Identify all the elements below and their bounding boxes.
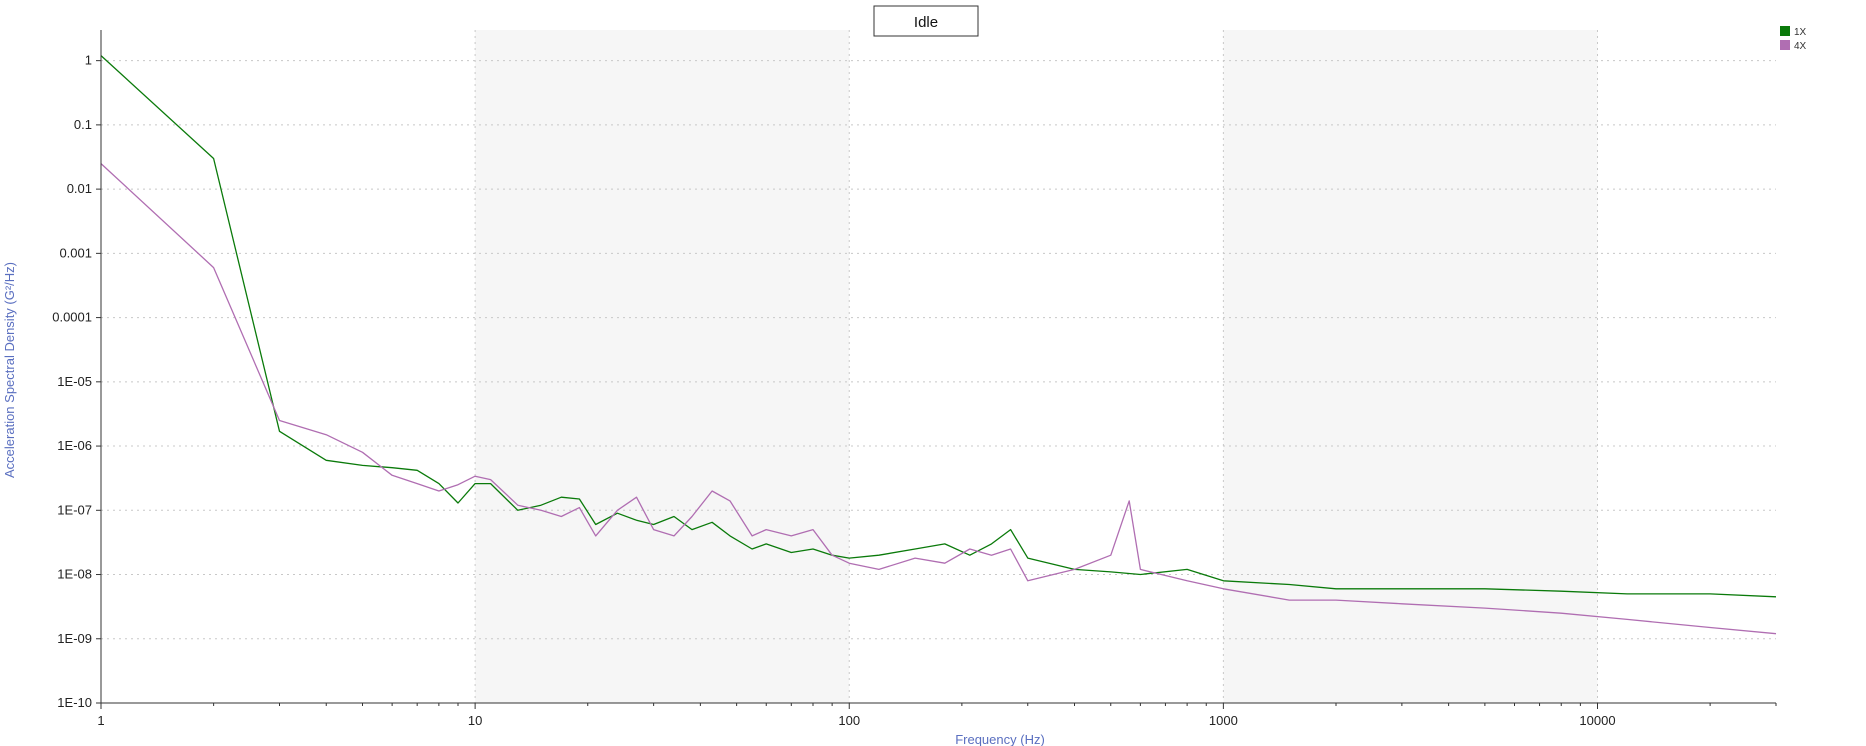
- legend-swatch-1x: [1780, 26, 1790, 36]
- legend-label-4x: 4X: [1794, 41, 1807, 52]
- x-tick-labels: 1 10 100 1000 10000: [97, 713, 1615, 728]
- y-tick-label: 0.1: [74, 117, 92, 132]
- shaded-band-0: [475, 30, 850, 703]
- y-tick-label: 1E-09: [57, 631, 92, 646]
- x-tick-label: 1000: [1209, 713, 1238, 728]
- legend-swatch-4x: [1780, 40, 1790, 50]
- y-tick-label: 1E-07: [57, 502, 92, 517]
- series-lines: [100, 55, 1777, 635]
- chart-title-box: Idle: [873, 5, 979, 37]
- x-tick-label: 100: [838, 713, 860, 728]
- y-tick-labels: 1 0.1 0.01 0.001 0.0001 1E-05 1E-06 1E-07 1E-08 1…: [52, 53, 92, 710]
- y-tick-label: 1E-08: [57, 567, 92, 582]
- y-tick-label: 0.01: [67, 181, 92, 196]
- y-tick-label: 1E-06: [57, 438, 92, 453]
- y-tick-label: 0.0001: [52, 310, 92, 325]
- y-tick-label: 1: [85, 53, 92, 68]
- series-line-1x: [100, 55, 1777, 598]
- y-axis-label: Acceleration Spectral Density (G²/Hz): [2, 262, 17, 478]
- shaded-decade-bands: [475, 30, 1598, 703]
- series-line-4x: [100, 163, 1777, 635]
- shaded-band-1: [1223, 30, 1598, 703]
- legend-label-1x: 1X: [1794, 27, 1807, 38]
- y-tick-label: 0.001: [59, 245, 92, 260]
- y-tick-label: 1E-10: [57, 695, 92, 710]
- chart-title: Idle: [914, 14, 938, 31]
- x-axis-label: Frequency (Hz): [955, 732, 1045, 746]
- x-tick-label: 1: [97, 713, 104, 728]
- axes: [96, 30, 1777, 709]
- x-tick-label: 10: [468, 713, 482, 728]
- x-tick-label: 10000: [1579, 713, 1615, 728]
- y-tick-label: 1E-05: [57, 374, 92, 389]
